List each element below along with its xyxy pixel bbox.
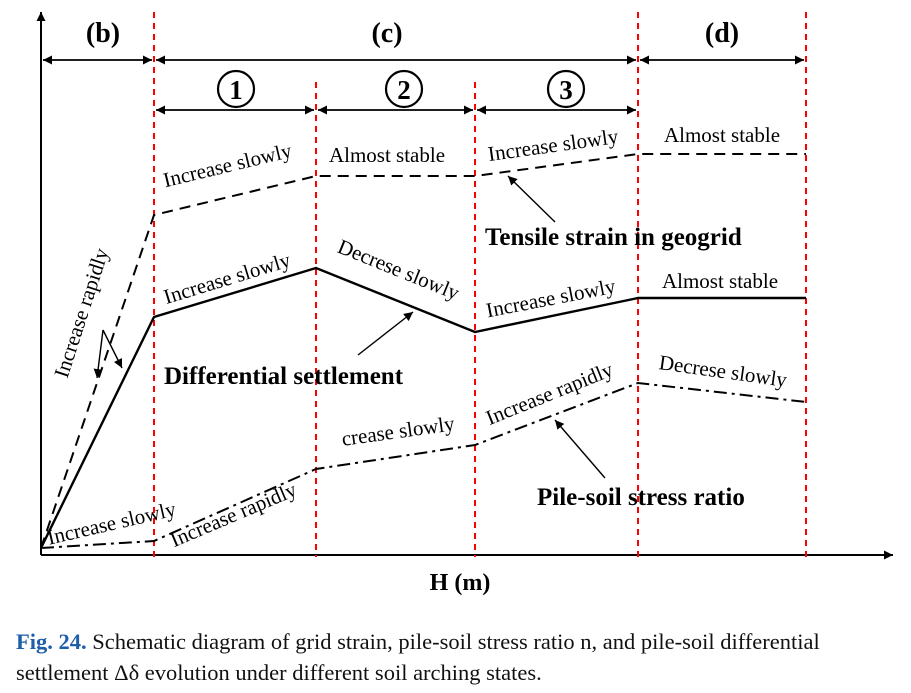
figure-label: Fig. 24. xyxy=(16,629,87,654)
substage-3-circle xyxy=(546,69,586,109)
tensile-strain-label: Tensile strain in geogrid xyxy=(485,224,742,251)
x-axis-label: H (m) xyxy=(430,570,491,596)
pile-soil-ratio-label: Pile-soil stress ratio xyxy=(537,484,745,511)
figure-caption: Fig. 24. Schematic diagram of grid strai… xyxy=(16,626,901,688)
settlement-stage1-annotation: Increase slowly xyxy=(161,248,294,309)
substage-1-circle xyxy=(216,69,256,109)
stage-d-label: (d) xyxy=(705,18,739,49)
settlement-stage-d-annotation: Almost stable xyxy=(662,269,778,293)
tensile-strain-pointer-arrow xyxy=(507,175,556,223)
ratio-stage2-annotation: crease slowly xyxy=(340,411,456,451)
ratio-stage1-annotation: Increase rapidly xyxy=(167,477,301,552)
ratio-pointer-arrow xyxy=(554,419,606,479)
tensile-strain-curve xyxy=(40,153,806,549)
rapid-pointer-arrow xyxy=(102,329,123,369)
settlement-stage2-annotation: Decrese slowly xyxy=(334,234,463,305)
pile-soil-ratio-curve xyxy=(40,381,807,549)
figure-caption-text: Schematic diagram of grid strain, pile-s… xyxy=(16,629,820,685)
settlement-pointer-arrow xyxy=(357,311,414,356)
strain-stage2-annotation: Almost stable xyxy=(329,143,445,167)
ratio-stage3-annotation: Increase rapidly xyxy=(482,357,616,430)
strain-stage1-annotation: Increase slowly xyxy=(161,138,295,192)
strain-stage-d-annotation: Almost stable xyxy=(664,123,780,147)
substage-2-circle xyxy=(384,69,424,109)
substage-1-label: 1 xyxy=(229,75,243,105)
soil-arching-diagram: H (m) (b) (c) (d) 1 2 3 Tensil xyxy=(36,12,893,596)
rapid-pointer-arrow xyxy=(93,329,104,379)
stage-c-label: (c) xyxy=(371,18,402,49)
substage-2-label: 2 xyxy=(397,75,411,105)
stage-b-label: (b) xyxy=(86,18,120,49)
ratio-stage-b-annotation: Increase slowly xyxy=(45,497,179,550)
differential-settlement-label: Differential settlement xyxy=(164,363,404,390)
ratio-stage-d-annotation: Decrese slowly xyxy=(657,350,788,392)
strain-stage3-annotation: Increase slowly xyxy=(486,124,620,166)
differential-settlement-curve xyxy=(39,266,806,549)
substage-3-label: 3 xyxy=(559,75,573,105)
